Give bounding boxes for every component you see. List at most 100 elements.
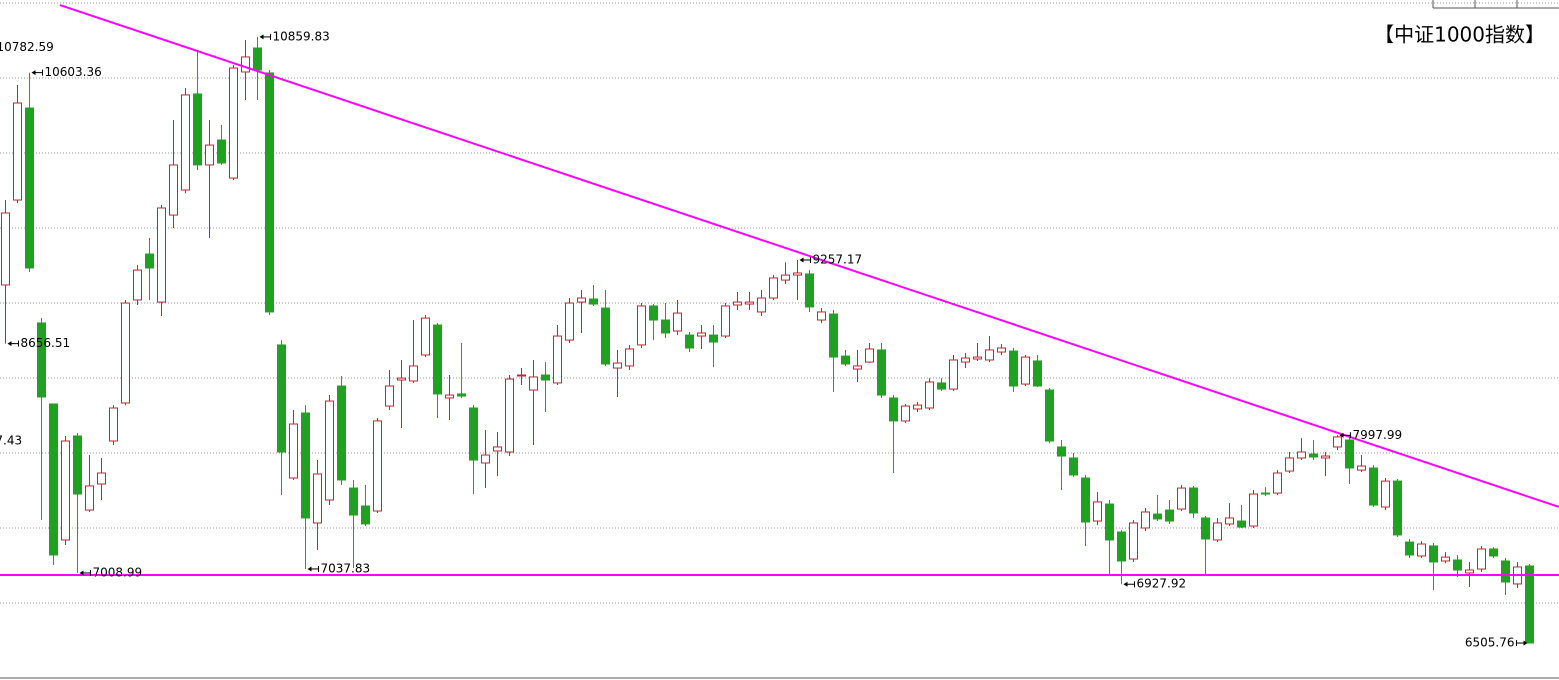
candle-body (685, 334, 694, 349)
candle-body (565, 302, 574, 341)
annotation-label: 6927.92 (1137, 577, 1187, 591)
annotation-arrowhead (1339, 432, 1344, 438)
candle-body (61, 440, 70, 541)
candle-body (1489, 548, 1498, 557)
candle-body (1165, 509, 1174, 522)
candle-body (589, 298, 598, 305)
plot: 10782.59 10603.36 10859.83 8656.51 7957.43 70… (0, 2, 1559, 650)
candle-body (865, 348, 874, 363)
candle-body (13, 102, 22, 201)
candle-body (1417, 543, 1426, 557)
candle-body (937, 382, 946, 390)
candle-body (973, 356, 982, 360)
trend-line (59, 4, 1559, 508)
candle-body (397, 377, 406, 381)
candle-body (241, 56, 250, 73)
candle-body (193, 93, 202, 166)
candle-body (313, 473, 322, 524)
candle-body (217, 139, 226, 164)
candle-body (1369, 467, 1378, 506)
annotation-label: 8656.51 (21, 336, 71, 350)
candle-body (421, 317, 430, 356)
candle-body (481, 454, 490, 464)
candle-body (229, 67, 238, 179)
candle-body (913, 404, 922, 410)
candle-body (697, 332, 706, 337)
candle-body (121, 302, 130, 404)
candle-body (1441, 556, 1450, 562)
candle-body (1357, 465, 1366, 471)
annotation-arrowhead (307, 566, 312, 572)
annotation-arrowhead (7, 341, 12, 347)
candle-body (409, 365, 418, 382)
candle-body (1225, 517, 1234, 525)
candle-body (613, 362, 622, 369)
candle-body (505, 378, 514, 453)
candle-body (1213, 522, 1222, 541)
candle-body (181, 94, 190, 191)
candle-body (1009, 350, 1018, 387)
chart-title: 【中证1000指数】 (1374, 23, 1545, 47)
candle-body (553, 335, 562, 384)
candle-body (1333, 436, 1342, 448)
candle-body (1237, 520, 1246, 528)
candle-body (1093, 501, 1102, 522)
annotation-arrowhead (31, 70, 36, 76)
candle-body (673, 312, 682, 332)
candle-body (1345, 439, 1354, 469)
annotation-arrowhead (799, 257, 804, 263)
candle-body (49, 403, 58, 556)
annotation-arrowhead (259, 34, 264, 40)
candle-body (709, 334, 718, 343)
candle-body (37, 322, 46, 398)
candle-body (1429, 545, 1438, 563)
candle-body (277, 344, 286, 453)
candle-body (1153, 513, 1162, 520)
candle-body (745, 301, 754, 305)
candle-body (889, 397, 898, 422)
candle-body (145, 253, 154, 269)
annotation-label: 9257.17 (813, 253, 863, 267)
candle-body (1057, 446, 1066, 457)
candle-body (721, 305, 730, 337)
annotation-label: 7957.43 (0, 433, 22, 447)
candle-body (1177, 487, 1186, 510)
candle-body (325, 400, 334, 501)
candle-body (493, 446, 502, 452)
candle-body (1249, 493, 1258, 527)
candle-body (601, 307, 610, 365)
candle-body (757, 297, 766, 313)
candle-body (1525, 565, 1534, 644)
candle-body (253, 47, 262, 71)
candle-body (1477, 548, 1486, 570)
candle-body (1405, 541, 1414, 556)
candle-body (877, 349, 886, 396)
candle-body (961, 357, 970, 363)
candle-body (1141, 511, 1150, 529)
candle-body (541, 374, 550, 381)
candle-body (1129, 522, 1138, 560)
candle-body (661, 319, 670, 334)
annotation-label: 7997.99 (1353, 428, 1403, 442)
annotation-arrowhead (79, 570, 84, 576)
annotation-arrowhead (1123, 581, 1128, 587)
candle-body (457, 393, 466, 397)
annotation-label: 10859.83 (273, 29, 330, 43)
candle-body (1501, 560, 1510, 583)
candle-body (109, 407, 118, 442)
candle-body (529, 376, 538, 391)
candle-body (265, 72, 274, 313)
candle-body (25, 107, 34, 269)
candle-body (1393, 480, 1402, 536)
candle-body (805, 273, 814, 308)
candle-body (469, 407, 478, 461)
candle-body (1105, 503, 1114, 541)
candle-body (949, 359, 958, 390)
candle-body (1069, 457, 1078, 476)
candle-body (577, 297, 586, 303)
annotation-label: 7008.99 (93, 565, 143, 579)
candle-body (73, 435, 82, 495)
candle-body (445, 394, 454, 399)
